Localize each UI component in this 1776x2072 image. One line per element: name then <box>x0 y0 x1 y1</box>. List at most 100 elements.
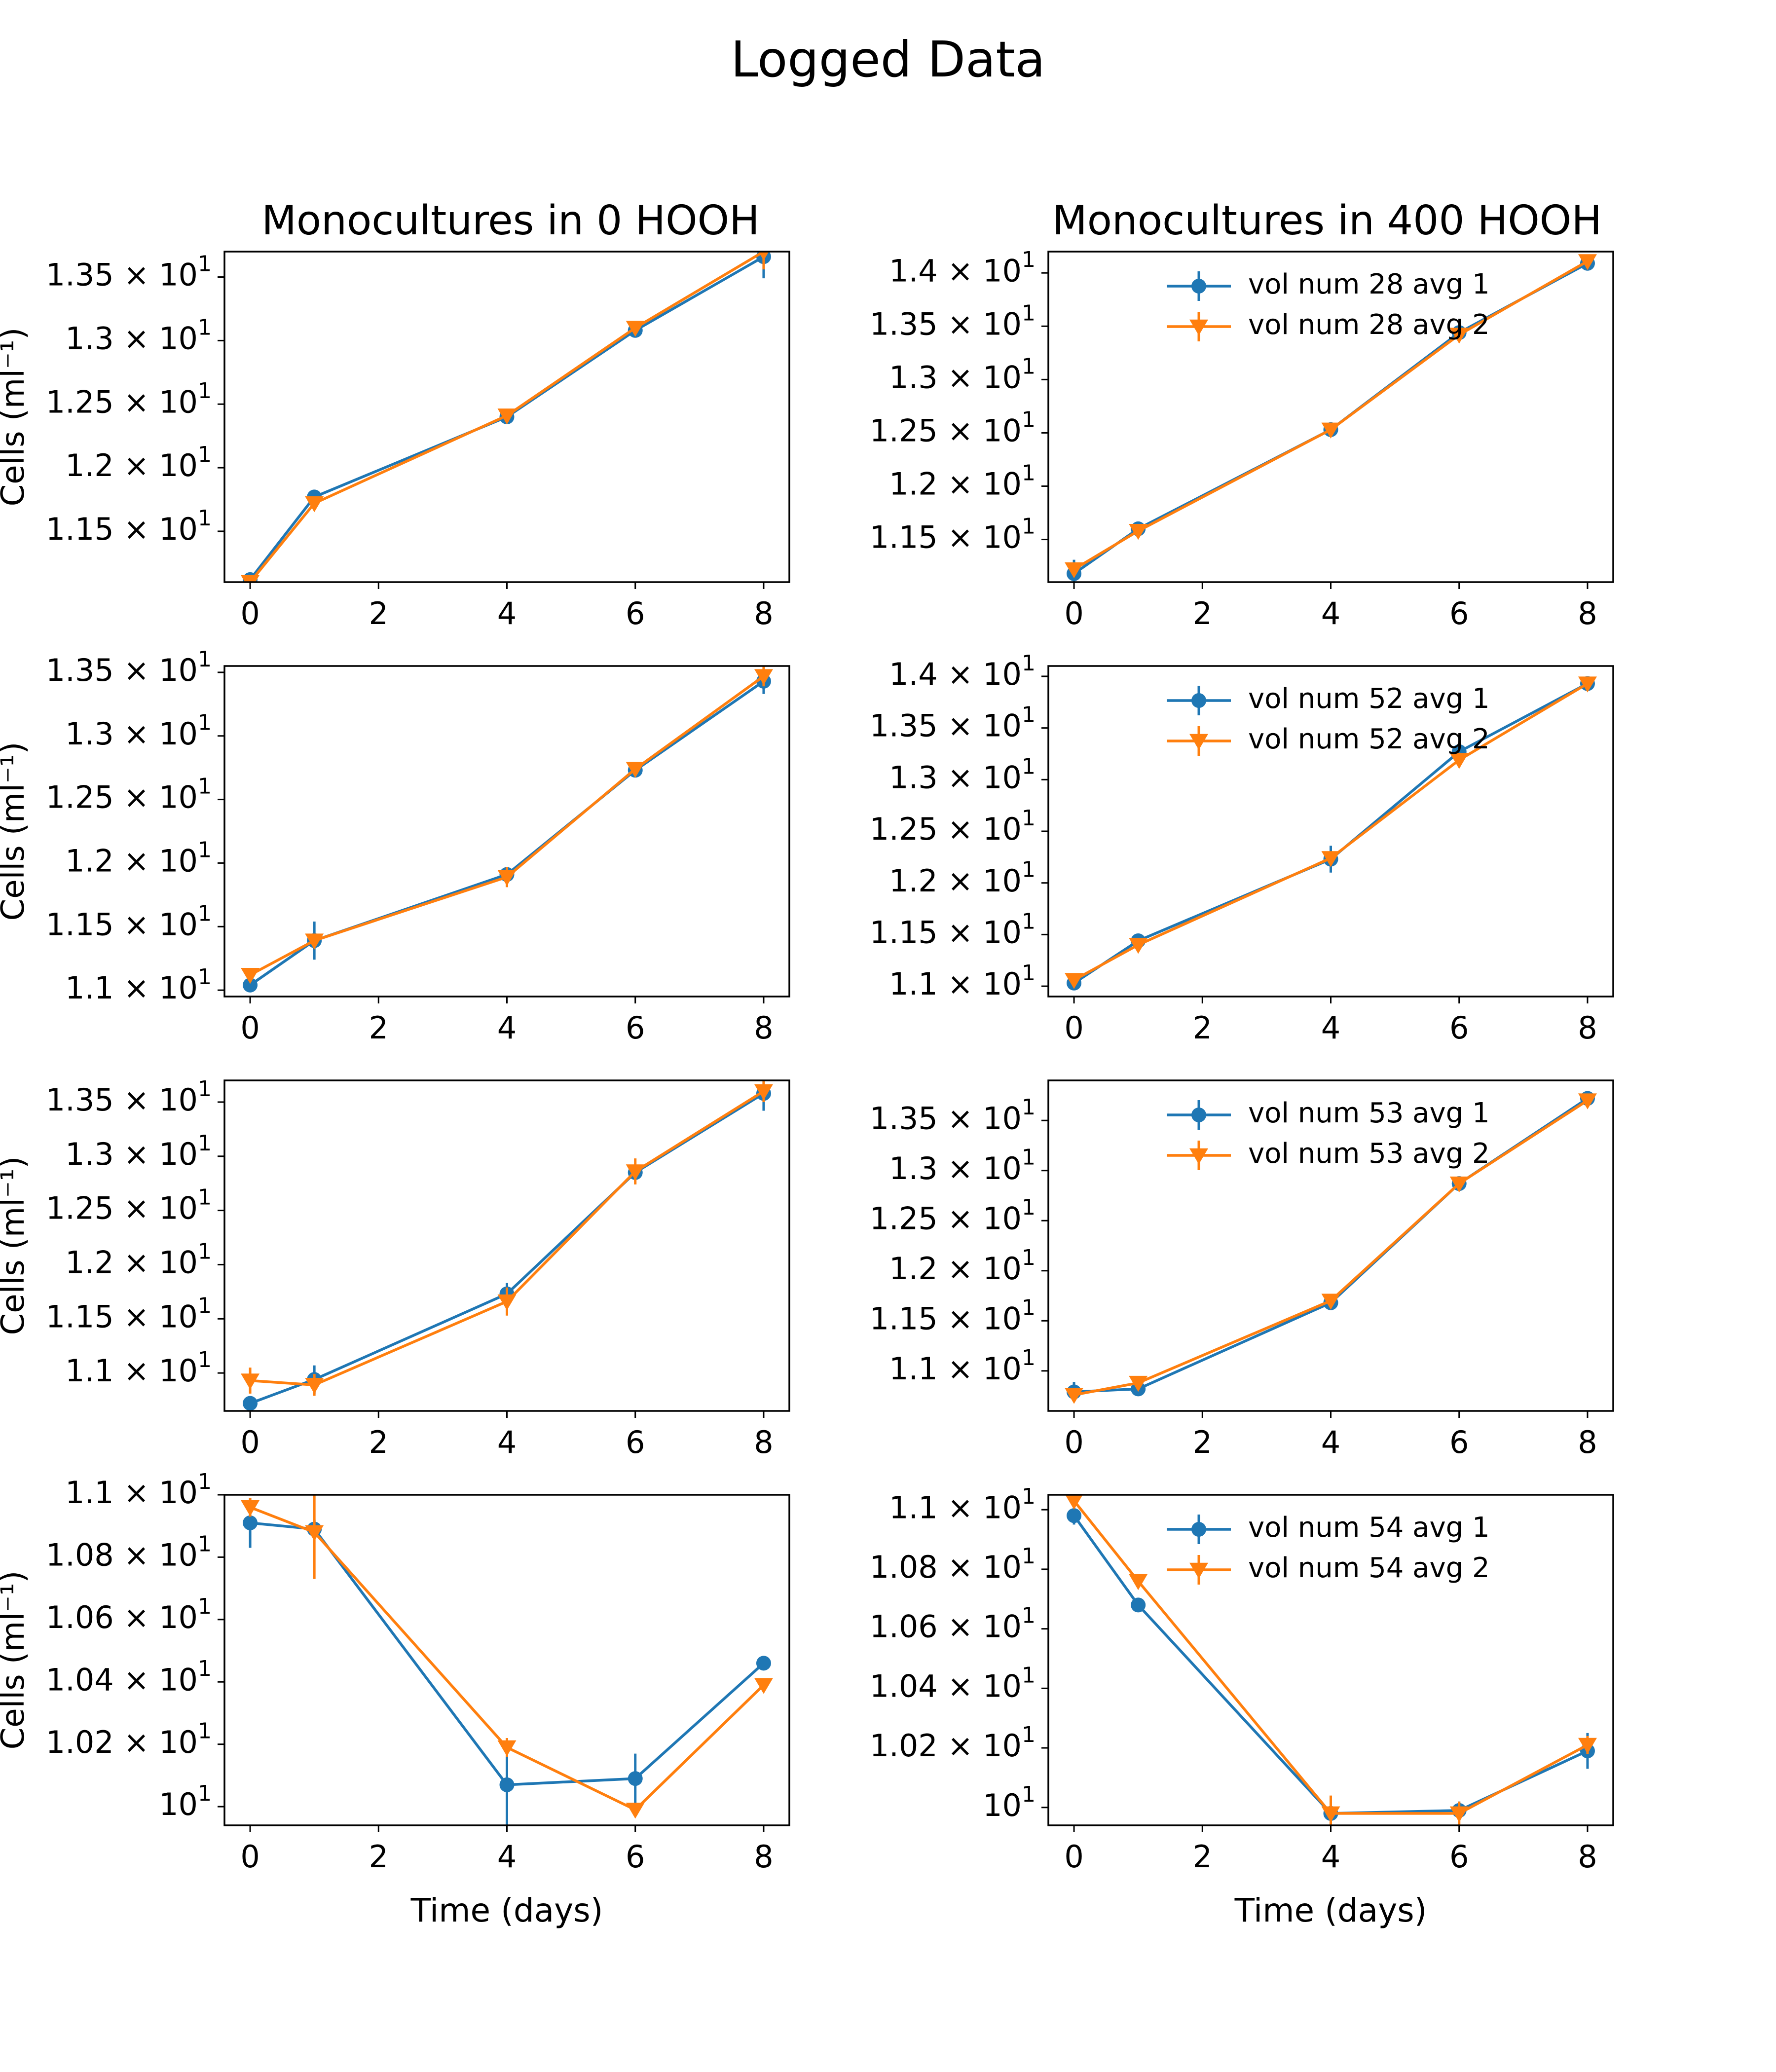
y-tick-label: 1.2 × 101 <box>65 837 212 879</box>
y-axis-label: Cells (ml⁻¹) <box>0 742 32 921</box>
plot-area <box>1065 254 1597 582</box>
y-tick-label: 1.08 × 101 <box>46 1531 212 1573</box>
x-tick-label: 6 <box>626 595 645 631</box>
data-point <box>241 575 260 582</box>
y-tick-label: 1.2 × 101 <box>65 442 212 483</box>
x-tick-label: 0 <box>240 1424 259 1460</box>
legend-label: vol num 52 avg 2 <box>1248 723 1490 755</box>
x-tick-label: 2 <box>369 1839 388 1875</box>
legend-label: vol num 28 avg 2 <box>1248 309 1490 341</box>
y-tick-label: 1.02 × 101 <box>46 1719 212 1760</box>
y-tick-label: 1.2 × 101 <box>65 1239 212 1280</box>
x-tick-label: 4 <box>1321 1839 1340 1875</box>
data-point <box>305 496 324 513</box>
data-point <box>626 1803 645 1819</box>
legend-entry-2: vol num 52 avg 2 <box>1167 723 1490 756</box>
y-tick-label: 1.15 × 101 <box>870 514 1036 555</box>
legend-label: vol num 54 avg 2 <box>1248 1552 1490 1584</box>
axes-frame <box>223 665 790 998</box>
data-point <box>1578 254 1597 270</box>
data-point <box>497 1294 517 1311</box>
data-point <box>1065 973 1084 989</box>
data-point <box>754 669 773 685</box>
data-point <box>1321 851 1340 867</box>
y-tick-label: 1.25 × 101 <box>870 407 1036 448</box>
data-point <box>1065 1495 1083 1510</box>
data-point <box>1129 524 1148 540</box>
y-tick-label: 1.25 × 101 <box>46 1185 212 1226</box>
data-point <box>1449 1176 1469 1193</box>
data-point <box>1129 1375 1148 1392</box>
data-point <box>754 1678 773 1694</box>
subplot-3-0: 0 2 4 6 8 101 1.02 × 101 1.04 × 101 1.06 × 101 1.… <box>0 1469 790 1929</box>
legend-label: vol num 52 avg 1 <box>1248 683 1490 715</box>
x-tick-label: 0 <box>240 595 259 631</box>
x-tick-label: 8 <box>754 595 773 631</box>
y-tick-label: 1.15 × 101 <box>46 901 212 942</box>
data-point <box>497 408 517 425</box>
x-tick-label: 4 <box>1321 1424 1340 1460</box>
y-tick-label: 1.04 × 101 <box>870 1663 1036 1704</box>
x-tick-label: 8 <box>754 1010 773 1046</box>
plot-area <box>241 1495 773 1825</box>
legend-entry-1: vol num 54 avg 1 <box>1167 1512 1490 1544</box>
subplot-2-1: 0 2 4 6 8 1.1 × 101 1.15 × 101 1.2 × 101 1.25 × … <box>870 1079 1614 1460</box>
x-tick-label: 0 <box>1064 1424 1083 1460</box>
y-tick-label: 1.35 × 101 <box>870 1095 1036 1136</box>
axes-frame <box>1047 665 1614 998</box>
legend-marker <box>1189 734 1208 750</box>
plot-area <box>1065 1091 1597 1404</box>
series-line-2 <box>249 675 765 976</box>
legend: vol num 54 avg 1 vol num 54 avg 2 <box>1167 1512 1490 1585</box>
y-tick-label: 1.3 × 101 <box>889 354 1036 395</box>
legend-label: vol num 53 avg 2 <box>1248 1138 1490 1170</box>
legend-marker <box>1191 693 1206 708</box>
y-tick-label: 1.2 × 101 <box>889 857 1036 899</box>
x-tick-label: 6 <box>1449 595 1469 631</box>
data-point <box>305 1378 324 1394</box>
legend-label: vol num 53 avg 1 <box>1248 1097 1490 1129</box>
axes-frame <box>1047 1494 1614 1826</box>
axes-frame <box>223 251 790 583</box>
data-point <box>1578 1093 1597 1110</box>
data-point <box>241 967 260 984</box>
x-tick-label: 6 <box>626 1010 645 1046</box>
y-tick-label: 1.1 × 101 <box>889 1484 1036 1525</box>
data-point <box>243 1396 258 1411</box>
plot-area <box>241 1080 773 1411</box>
y-tick-label: 1.4 × 101 <box>889 247 1036 289</box>
x-tick-label: 8 <box>1578 1424 1597 1460</box>
x-tick-label: 4 <box>1321 1010 1340 1046</box>
x-tick-label: 0 <box>240 1839 259 1875</box>
y-axis-label: Cells (ml⁻¹) <box>0 1571 32 1750</box>
legend-entry-2: vol num 54 avg 2 <box>1167 1552 1490 1585</box>
x-tick-label: 6 <box>626 1424 645 1460</box>
data-point <box>497 870 517 886</box>
subplot-1-1: 0 2 4 6 8 1.1 × 101 1.15 × 101 1.2 × 101 1.25 × … <box>870 651 1614 1046</box>
y-tick-label: 1.15 × 101 <box>46 1293 212 1334</box>
data-point <box>1321 422 1340 439</box>
y-tick-label: 1.2 × 101 <box>889 1245 1036 1287</box>
x-tick-label: 0 <box>1064 595 1083 631</box>
y-tick-label: 1.25 × 101 <box>870 1195 1036 1236</box>
legend-entry-2: vol num 28 avg 2 <box>1167 309 1490 341</box>
data-point <box>305 933 324 950</box>
plot-area <box>1065 676 1597 991</box>
legend-entry-1: vol num 52 avg 1 <box>1167 683 1490 715</box>
x-tick-label: 4 <box>497 1839 517 1875</box>
data-point <box>1129 1574 1148 1591</box>
axes-frame <box>1047 1079 1614 1412</box>
data-point <box>1449 1806 1469 1822</box>
series-line-2 <box>1073 1500 1589 1815</box>
subplot-0-0: 0 2 4 6 8 1.15 × 101 1.2 × 101 1.25 × 101 1.3 × … <box>0 251 790 631</box>
y-tick-label: 1.3 × 101 <box>65 315 212 356</box>
x-tick-label: 0 <box>240 1010 259 1046</box>
y-axis-label: Cells (ml⁻¹) <box>0 328 32 507</box>
y-tick-label: 1.3 × 101 <box>889 1145 1036 1186</box>
y-tick-label: 1.1 × 101 <box>65 1469 212 1511</box>
data-point <box>1578 676 1597 693</box>
y-tick-label: 1.02 × 101 <box>870 1722 1036 1764</box>
y-tick-label: 1.25 × 101 <box>46 378 212 420</box>
axes-frame <box>1047 251 1614 583</box>
